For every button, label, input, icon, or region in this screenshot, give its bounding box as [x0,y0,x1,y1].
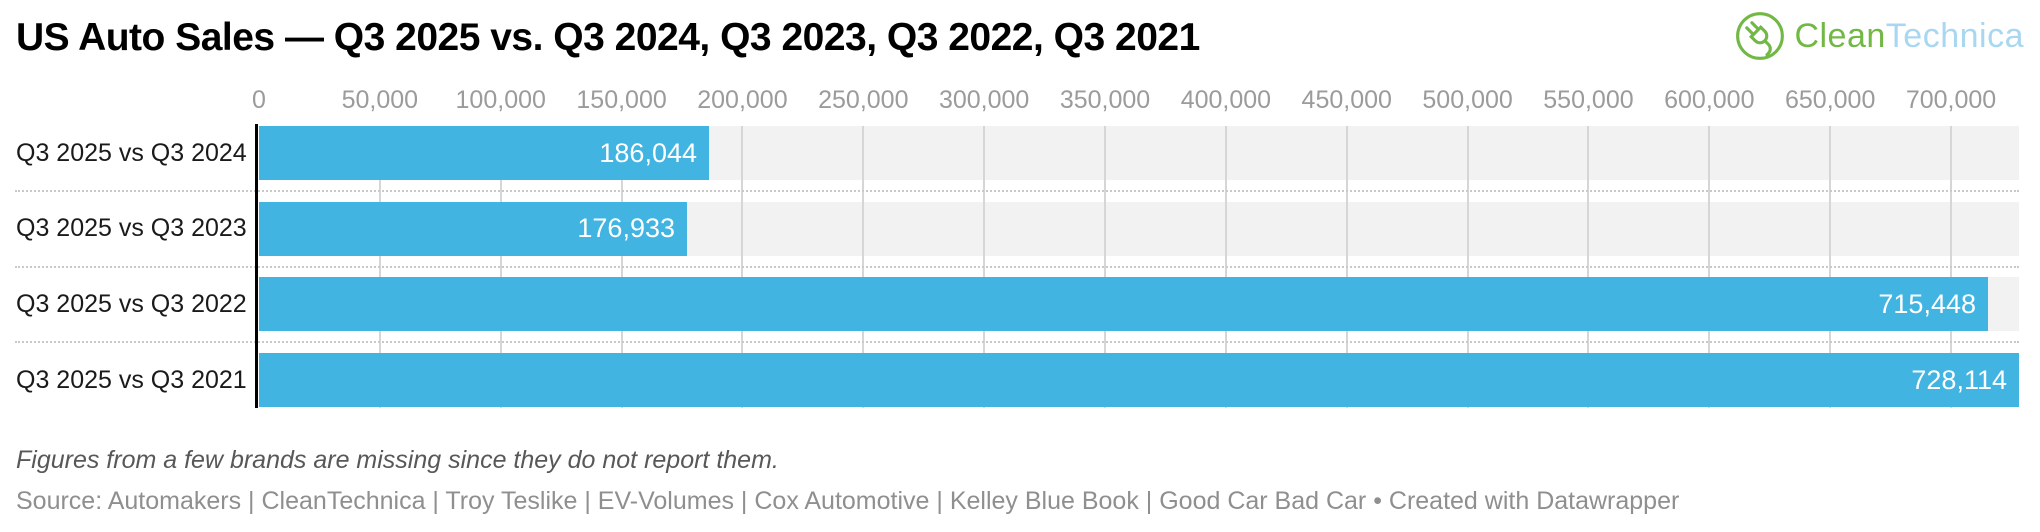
row-separator [15,190,2019,192]
axis-tick-label: 200,000 [697,86,788,114]
bar-value-label: 176,933 [577,213,675,244]
axis-tick-label: 400,000 [1180,86,1272,114]
axis-tick-label: 300,000 [938,86,1030,114]
logo-text-technica: Technica [1885,16,2024,55]
bar: 186,044 [259,126,709,180]
y-axis-line [255,124,258,408]
chart-title: US Auto Sales — Q3 2025 vs. Q3 2024, Q3 … [16,16,1200,59]
row-separator [15,265,2019,268]
cleantechnica-wordmark: CleanTechnica [1794,17,2024,56]
chart-source-line: Source: Automakers | CleanTechnica | Tro… [16,487,1680,515]
axis-tick-label: 700,000 [1905,86,1997,114]
axis-tick-label: 350,000 [1059,86,1151,114]
bar-value-label: 728,114 [1911,364,2007,395]
axis-tick-label: 100,000 [455,86,546,114]
axis-tick-label: 50,000 [341,86,419,114]
cleantechnica-logo: CleanTechnica [1734,10,2024,62]
axis-tick-label: 600,000 [1664,86,1755,114]
axis-tick-label: 550,000 [1543,86,1634,114]
axis-tick-label: 150,000 [576,86,667,114]
axis-tick-label: 650,000 [1784,86,1876,114]
bar: 176,933 [259,201,687,256]
bar: 728,114 [259,353,2019,408]
row-label: Q3 2025 vs Q3 2022 [16,289,247,318]
axis-tick-label: 250,000 [818,86,909,114]
bar: 715,448 [259,277,1988,332]
row-label: Q3 2025 vs Q3 2023 [16,214,247,243]
row-separator [15,341,2019,344]
cleantechnica-plug-icon [1736,12,1785,60]
bar-value-label: 715,448 [1878,288,1976,319]
axis-tick-label: 0 [252,86,266,114]
logo-text-clean: Clean [1794,16,1886,55]
chart-note: Figures from a few brands are missing si… [16,446,779,474]
axis-tick-label: 450,000 [1301,86,1392,114]
bar-value-label: 186,044 [599,137,697,168]
row-label: Q3 2025 vs Q3 2021 [16,365,247,394]
row-label: Q3 2025 vs Q3 2024 [16,138,247,167]
axis-tick-label: 500,000 [1422,86,1513,114]
